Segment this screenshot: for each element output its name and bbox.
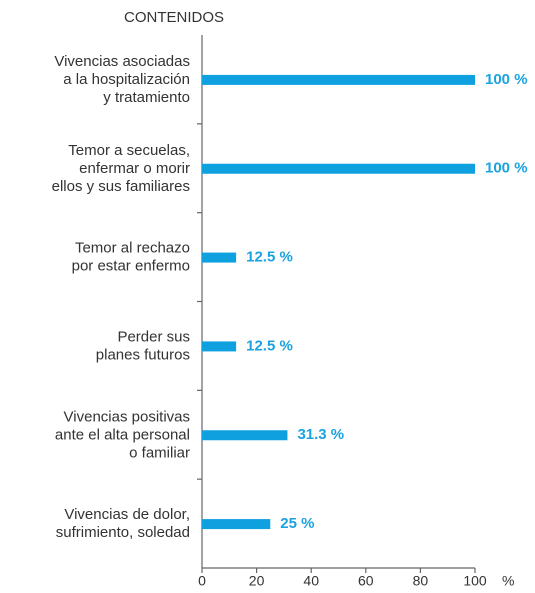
bar (202, 74, 475, 85)
y-axis-title: CONTENIDOS (124, 9, 224, 26)
bar (202, 519, 271, 530)
x-tick-label: 100 (463, 573, 487, 589)
x-tick-label: 20 (249, 573, 265, 589)
bar (202, 430, 288, 441)
value-label: 12.5 % (246, 249, 293, 266)
category-label: Temor al rechazo por estar enfermo (72, 240, 190, 275)
value-label: 25 % (280, 515, 314, 532)
value-label: 31.3 % (297, 426, 344, 443)
category-label: Temor a secuelas, enfermar o morir ellos y… (52, 142, 190, 195)
bar (202, 252, 237, 263)
category-label: Vivencias de dolor, sufrimiento, soledad (56, 506, 190, 541)
x-tick-label: 0 (198, 573, 206, 589)
x-tick-label: 80 (413, 573, 429, 589)
value-label: 100 % (485, 71, 528, 88)
bar (202, 341, 237, 352)
bar (202, 163, 475, 174)
x-axis-title: % (502, 573, 514, 589)
value-label: 100 % (485, 160, 528, 177)
x-tick-label: 40 (303, 573, 319, 589)
category-label: Vivencias asociadas a la hospitalización y… (54, 53, 190, 106)
category-label: Perder sus planes futuros (96, 328, 190, 363)
category-label: Vivencias positivas ante el alta personal… (55, 408, 190, 461)
value-label: 12.5 % (246, 337, 293, 354)
x-tick-label: 60 (358, 573, 374, 589)
